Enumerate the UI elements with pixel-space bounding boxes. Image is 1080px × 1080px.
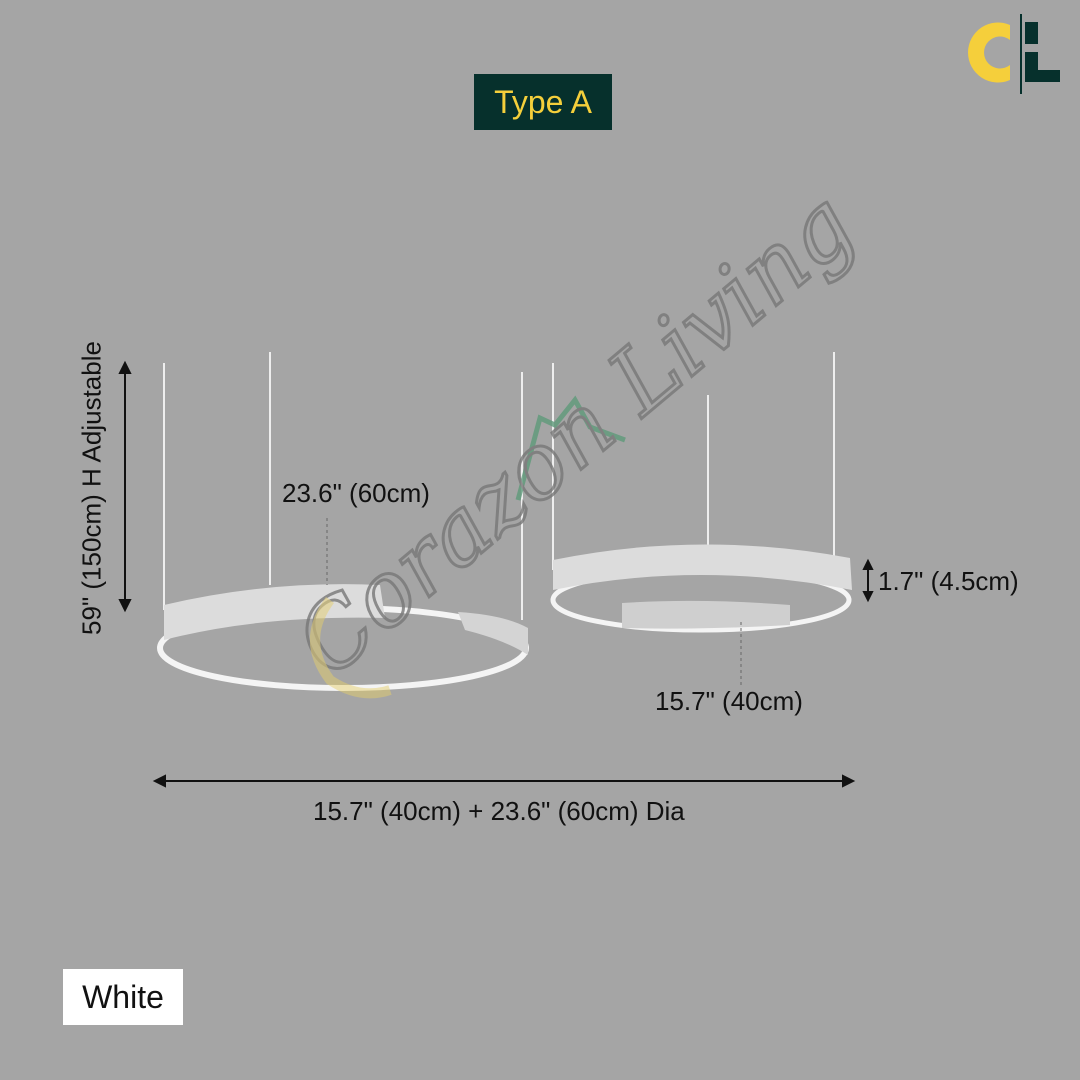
- brand-logo: [968, 14, 1060, 94]
- small-ring-label: 15.7" (40cm): [655, 686, 803, 716]
- ring-thickness-label: 1.7" (4.5cm): [878, 566, 1019, 596]
- color-option-badge: White: [63, 969, 183, 1025]
- suspension-wires: [163, 352, 835, 620]
- large-ring: [157, 584, 529, 691]
- total-width-label: 15.7" (40cm) + 23.6" (60cm) Dia: [313, 796, 685, 826]
- small-ring: [550, 544, 852, 633]
- dimension-arrows: [118, 360, 874, 788]
- type-badge: Type A: [474, 74, 612, 130]
- large-ring-label: 23.6" (60cm): [282, 478, 430, 508]
- height-label: 59" (150cm) H Adjustable: [76, 341, 107, 635]
